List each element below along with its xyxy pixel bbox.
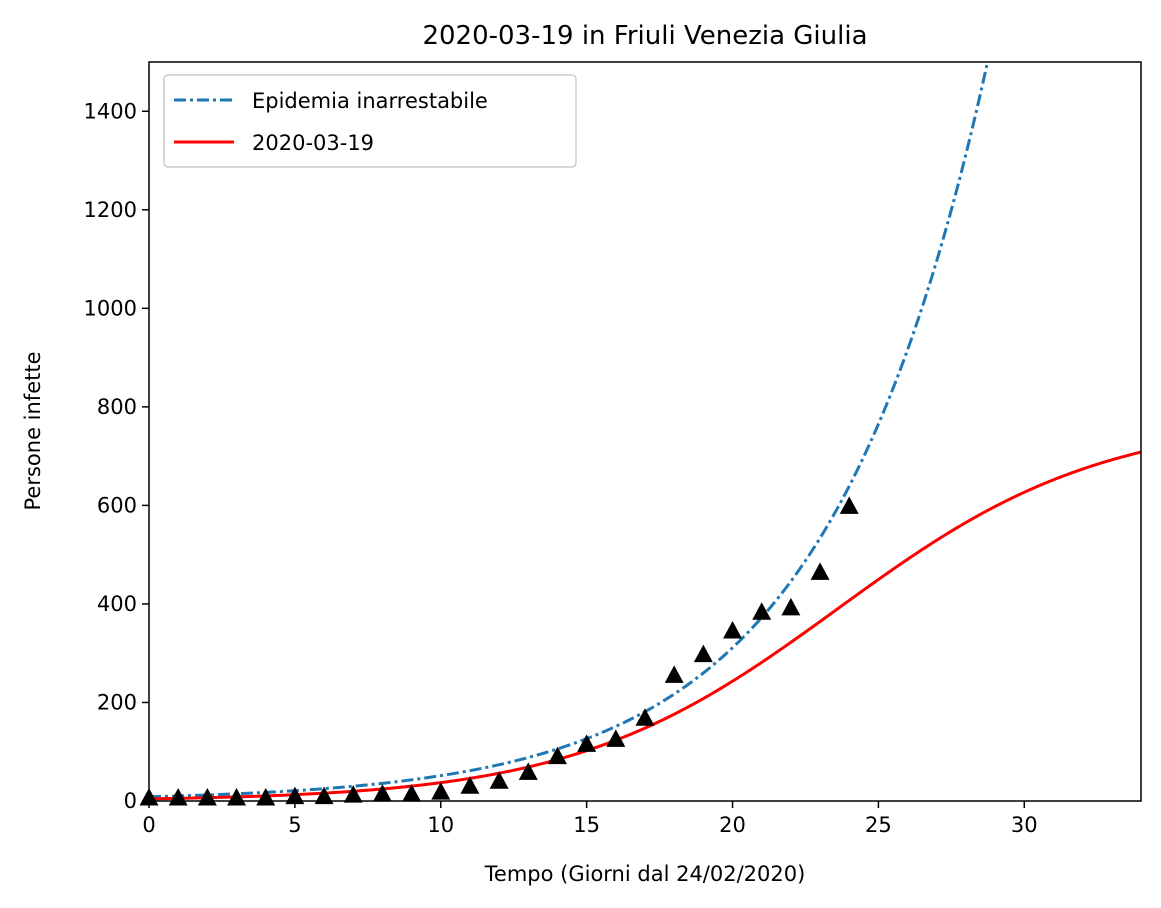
data-point <box>839 496 859 514</box>
data-point <box>343 785 363 803</box>
x-tick-label: 20 <box>719 813 746 837</box>
data-point <box>547 746 567 765</box>
data-point <box>460 776 480 794</box>
y-tick-label: 0 <box>124 789 137 813</box>
x-tick-label: 5 <box>288 813 301 837</box>
data-point <box>752 602 772 620</box>
x-tick-label: 30 <box>1011 813 1038 837</box>
plot-frame <box>148 61 1142 802</box>
y-tick-label: 400 <box>97 592 137 616</box>
series-line-fit <box>149 450 1141 801</box>
data-point <box>781 597 801 616</box>
legend: Epidemia inarrestabile 2020-03-19 <box>163 74 577 168</box>
y-axis-label: Persone infette <box>21 351 45 510</box>
data-point <box>314 786 334 805</box>
data-point <box>285 786 305 805</box>
y-tick-label: 1200 <box>84 198 137 222</box>
y-tick-label: 200 <box>97 690 137 714</box>
data-point <box>402 784 422 802</box>
data-point <box>372 784 392 802</box>
data-point <box>489 771 509 789</box>
chart-title: 2020-03-19 in Friuli Venezia Giulia <box>422 21 867 51</box>
data-point <box>635 708 655 726</box>
y-tick-label: 600 <box>97 493 137 517</box>
x-axis-label: Tempo (Giorni dal 24/02/2020) <box>484 862 806 886</box>
data-point <box>723 621 743 639</box>
x-tick-label: 10 <box>427 813 454 837</box>
y-tick-label: 800 <box>97 395 137 419</box>
x-tick-label: 25 <box>865 813 892 837</box>
x-axis-ticks: 0 5 10 15 20 25 30 <box>142 801 1038 837</box>
y-axis-ticks: 0 200 400 600 800 1000 1200 1400 <box>84 99 149 813</box>
data-point <box>431 782 451 800</box>
data-point <box>810 562 830 580</box>
x-tick-label: 0 <box>142 813 155 837</box>
legend-label-fit: 2020-03-19 <box>252 131 374 155</box>
data-point <box>693 644 713 663</box>
legend-label-epidemia: Epidemia inarrestabile <box>252 89 488 113</box>
y-tick-label: 1000 <box>84 296 137 320</box>
legend-box <box>163 74 577 168</box>
data-point <box>518 762 538 780</box>
data-point <box>664 665 684 683</box>
x-tick-label: 15 <box>573 813 600 837</box>
y-tick-label: 1400 <box>84 99 137 123</box>
data-point <box>577 734 597 752</box>
marker-layer <box>139 496 859 806</box>
data-point <box>606 729 626 747</box>
